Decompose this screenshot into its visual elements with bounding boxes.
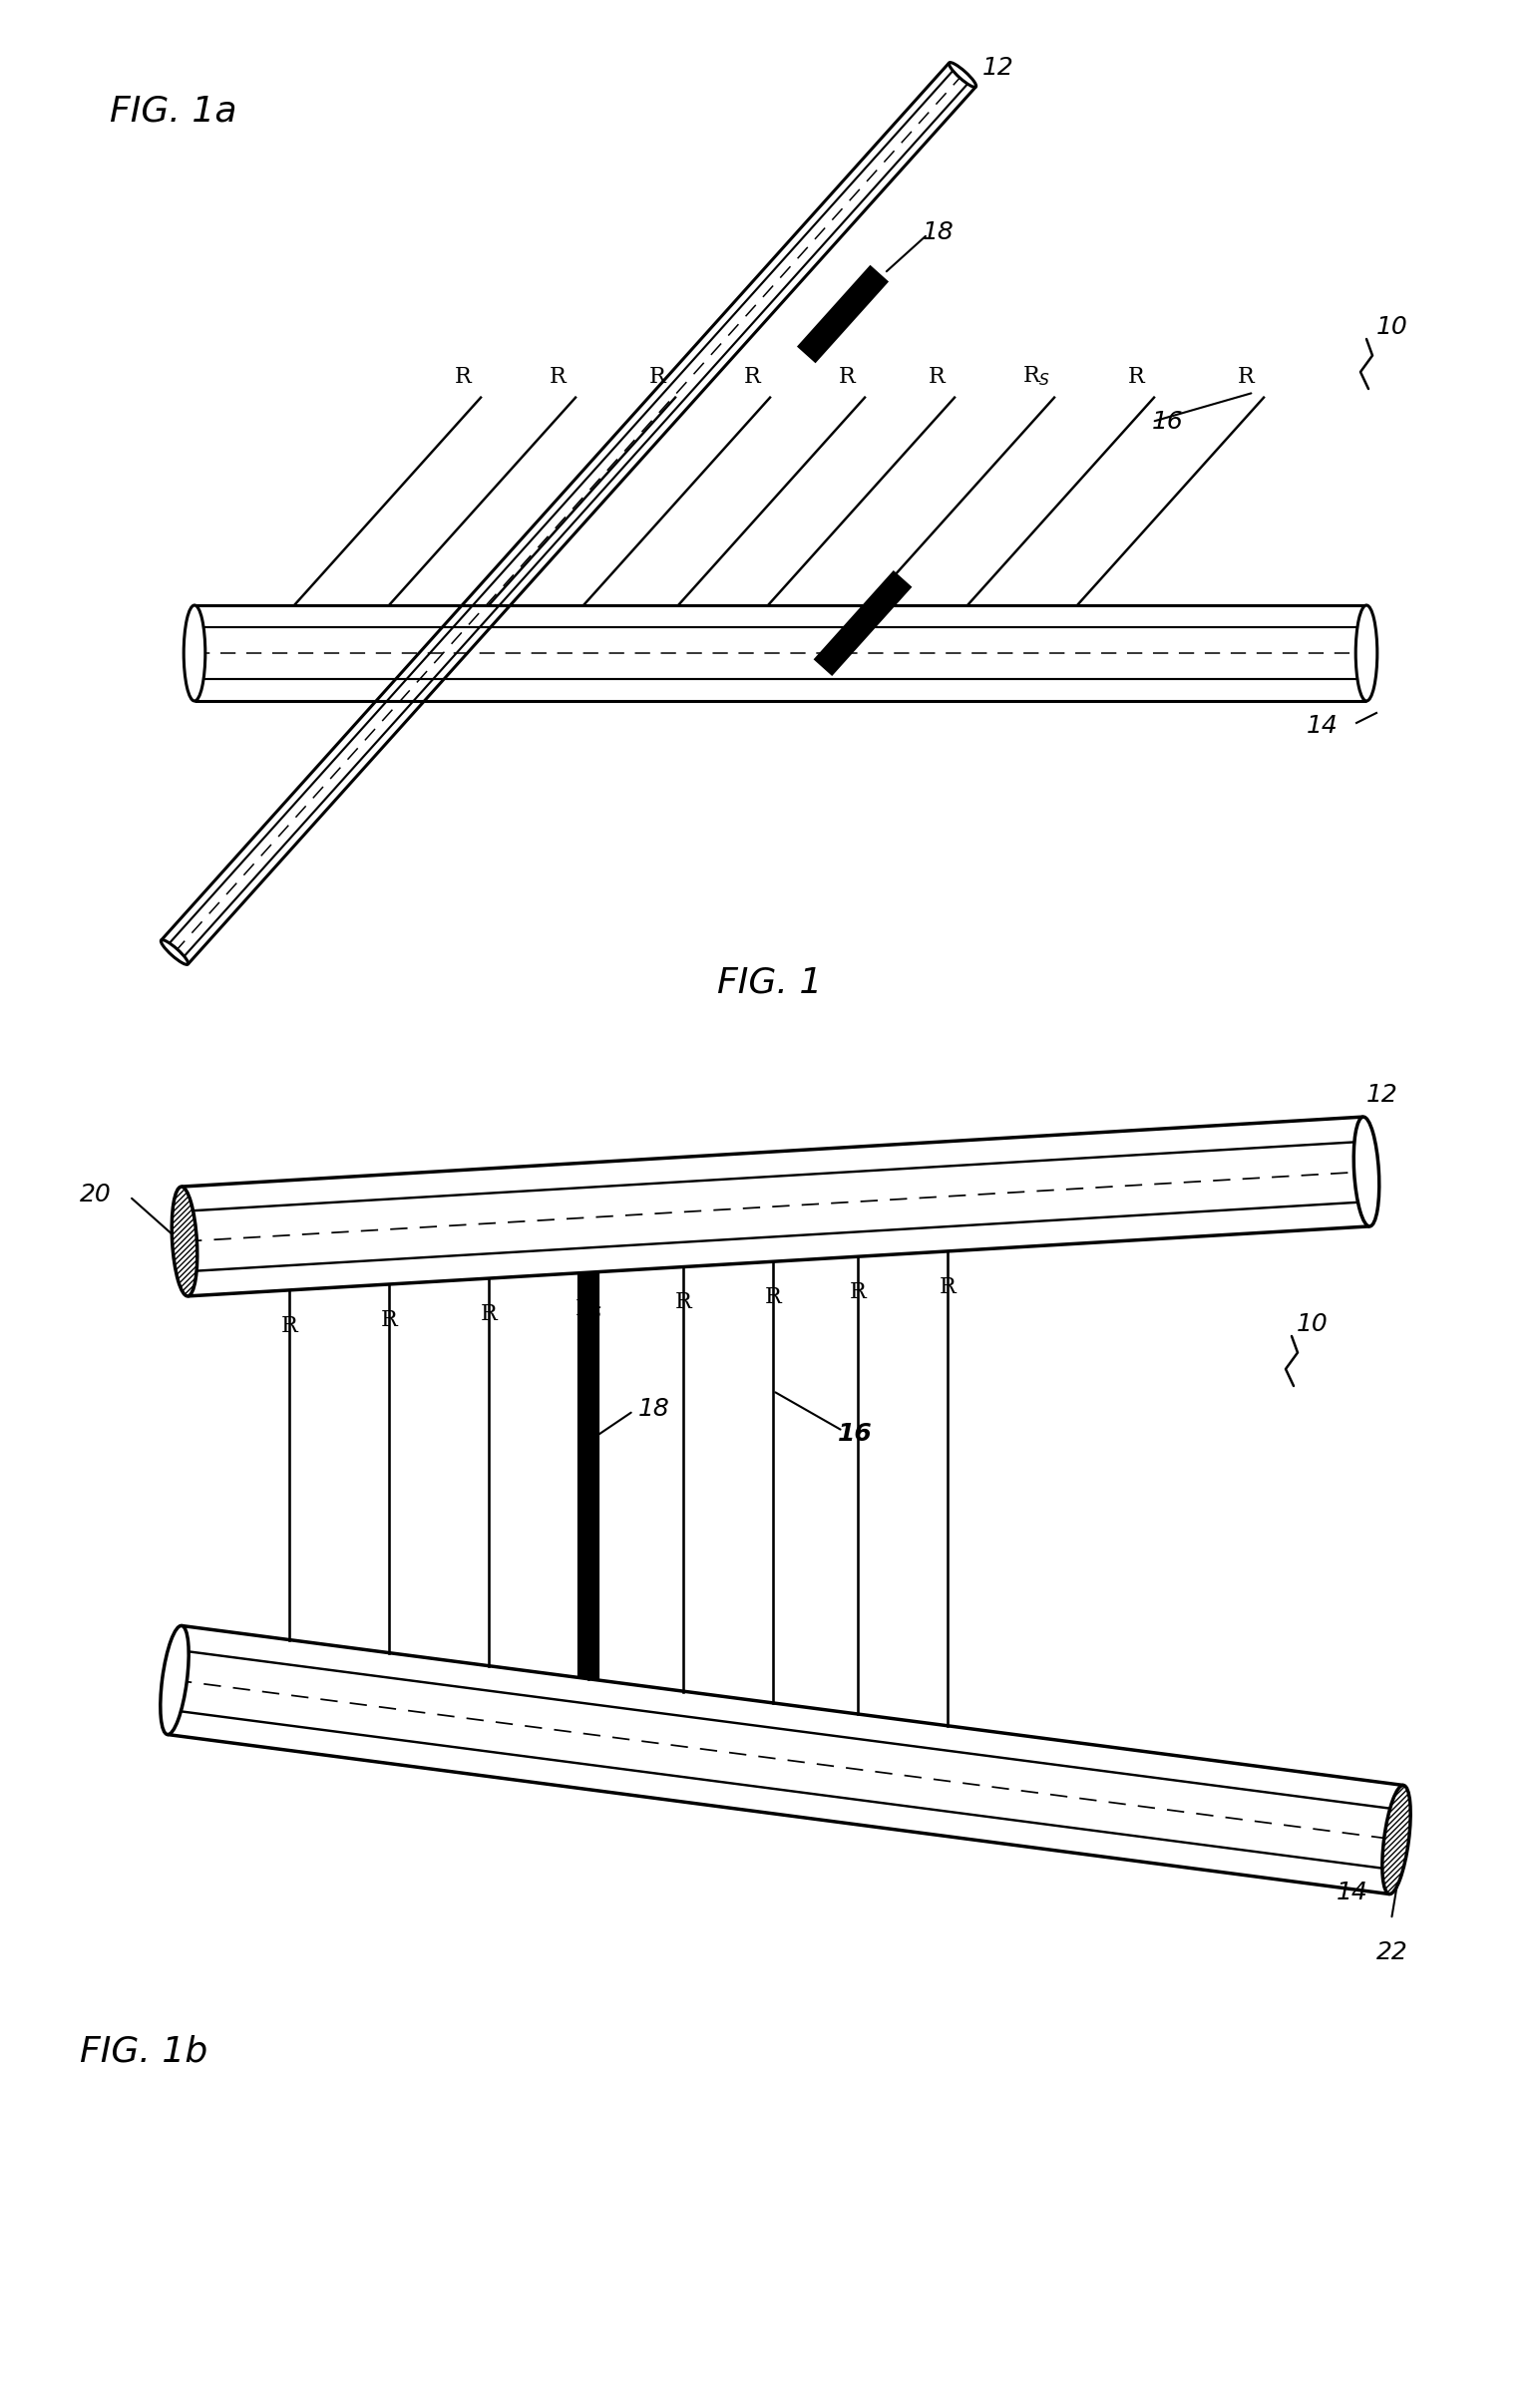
Text: R: R [1127,366,1144,388]
Ellipse shape [1355,604,1377,701]
Text: R: R [454,366,471,388]
Ellipse shape [160,939,188,966]
Text: 10: 10 [1377,315,1408,340]
Text: FIG. 1b: FIG. 1b [80,2035,208,2068]
Text: 10: 10 [1297,1312,1329,1336]
Ellipse shape [1354,1117,1380,1226]
Text: R: R [648,366,665,388]
Text: 18: 18 [639,1397,670,1421]
Text: 20: 20 [80,1182,111,1206]
Text: R: R [850,1281,865,1303]
Text: R: R [380,1310,397,1332]
Ellipse shape [160,1625,189,1734]
Ellipse shape [1383,1784,1411,1895]
Text: R: R [929,366,946,388]
Text: 12: 12 [1366,1084,1398,1108]
Text: R: R [765,1286,781,1308]
Text: R: R [838,366,855,388]
Ellipse shape [183,604,205,701]
Text: R: R [280,1315,297,1336]
Ellipse shape [949,63,976,87]
Text: R: R [1238,366,1254,388]
Text: R: R [675,1291,691,1315]
Text: 18: 18 [922,222,955,243]
Text: 14: 14 [1337,1881,1368,1905]
Text: 14: 14 [1306,713,1338,737]
Text: R$_S$: R$_S$ [574,1298,602,1322]
Text: 16: 16 [838,1421,873,1445]
Ellipse shape [172,1187,197,1296]
Text: 12: 12 [983,55,1015,79]
Text: R$_S$: R$_S$ [1023,364,1050,388]
Text: R: R [939,1276,956,1298]
Text: R: R [744,366,761,388]
Text: FIG. 1: FIG. 1 [718,966,822,999]
Text: R: R [550,366,567,388]
Text: R: R [480,1303,497,1324]
Text: 16: 16 [1152,409,1184,433]
Text: FIG. 1a: FIG. 1a [109,94,237,128]
Text: 22: 22 [1377,1941,1408,1965]
